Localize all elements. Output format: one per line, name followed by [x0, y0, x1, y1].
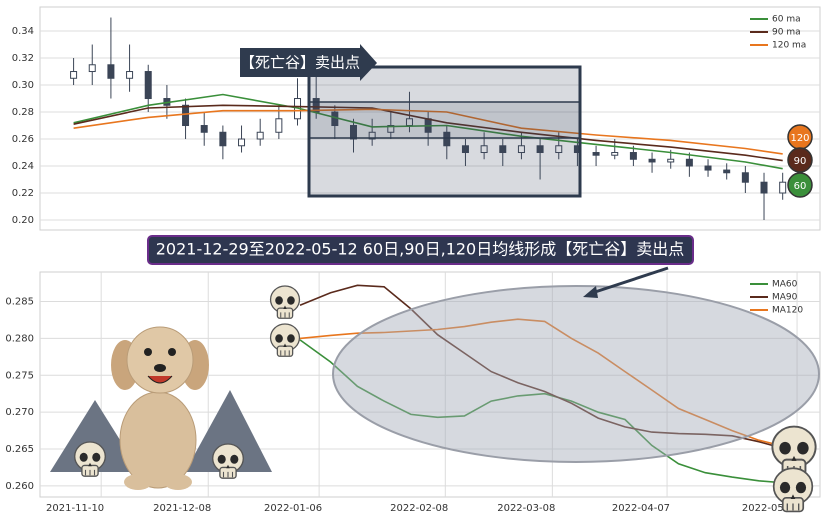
candle-body	[685, 158, 693, 167]
y-tick-label: 0.26	[12, 134, 34, 145]
legend-label: 90 ma	[772, 28, 801, 38]
x-tick-label: 2022-04-07	[612, 503, 670, 514]
candle-body	[200, 125, 208, 133]
candle-body	[144, 71, 152, 100]
y-tick-label: 0.30	[12, 80, 34, 91]
candle-body	[704, 165, 712, 171]
end-badge-label: 90	[794, 156, 807, 167]
candle-body	[555, 145, 563, 154]
candle-body	[275, 118, 283, 133]
candle-body	[70, 71, 78, 79]
candle-body	[107, 64, 115, 79]
mountain	[185, 390, 272, 472]
plot-content	[40, 17, 820, 221]
candle-body	[760, 181, 768, 194]
candle-body	[349, 125, 357, 140]
y-tick-label: 0.20	[12, 215, 34, 226]
end-badge-label: 60	[794, 181, 807, 192]
mountain	[50, 400, 140, 472]
banner-text: 2021-12-29至2022-05-12 60日,90日,120日均线形成【死…	[156, 240, 685, 259]
y-tick-label: 0.24	[12, 161, 34, 172]
x-tick-label: 2022-03-08	[497, 503, 555, 514]
candle-body	[629, 152, 637, 160]
plots: 0.20 0.22 0.24 0.26 0.28 0.30 0.32 0.34 120 90 60 6…	[5, 6, 821, 514]
y-tick-label: 0.285	[5, 297, 34, 308]
candle-body	[741, 172, 749, 183]
legend-label: MA120	[772, 306, 803, 316]
y-tick-label: 0.270	[5, 407, 34, 418]
candle-body	[779, 181, 787, 194]
pointer-line	[591, 266, 669, 295]
end-badge-label: 120	[790, 133, 809, 144]
candle-body	[611, 152, 619, 156]
candle-body	[387, 125, 395, 133]
candle-body	[592, 152, 600, 156]
end-badge	[787, 172, 813, 198]
ma-line	[73, 108, 783, 155]
candle-body	[219, 131, 227, 147]
legend-label: MA60	[772, 280, 798, 290]
y-tick-label: 0.32	[12, 53, 34, 64]
y-tick-label: 0.28	[12, 107, 34, 118]
x-tick-label: 2021-11-10	[46, 503, 104, 514]
candle-body	[126, 71, 134, 79]
valley-ellipse	[332, 285, 820, 463]
ma-line	[73, 93, 783, 170]
candle-body	[256, 131, 264, 140]
zone-band	[308, 101, 581, 139]
candle-body	[480, 145, 488, 154]
legend-label: 60 ma	[772, 15, 801, 25]
callout-text: 【死亡谷】卖出点	[240, 54, 360, 72]
candle-body	[648, 158, 656, 163]
candle-body	[88, 64, 96, 73]
banner-box	[147, 235, 694, 265]
callout-arrow	[240, 44, 377, 81]
x-tick-label: 2021-12-08	[153, 503, 211, 514]
dog	[111, 326, 209, 490]
candle-body	[443, 131, 451, 147]
candle-body	[499, 145, 507, 154]
y-tick-label: 0.34	[12, 26, 34, 37]
candle-body	[723, 169, 731, 174]
x-tick-label: 2022-05-11	[742, 503, 800, 514]
legend-label: 120 ma	[772, 41, 806, 51]
candle-body	[461, 145, 469, 154]
y-tick-label: 0.275	[5, 370, 34, 381]
ma-line	[299, 318, 802, 452]
zone-box	[307, 65, 582, 198]
y-tick-label: 0.265	[5, 444, 34, 455]
x-tick-label: 2022-01-06	[264, 503, 322, 514]
x-tick-label: 2022-02-08	[390, 503, 448, 514]
ma-line	[73, 104, 783, 162]
candle-body	[182, 104, 190, 127]
candle-body	[536, 145, 544, 154]
end-badge	[787, 147, 813, 173]
candle-body	[667, 158, 675, 163]
y-tick-label: 0.22	[12, 188, 34, 199]
decorations: 【死亡谷】卖出点 2021-12-29至2022-05-12 60日,90日,1…	[50, 44, 820, 513]
candle-body	[368, 131, 376, 140]
candle-body	[238, 138, 246, 147]
candle-body	[517, 145, 525, 154]
ma-line	[299, 284, 802, 454]
y-tick-label: 0.280	[5, 333, 34, 344]
y-tick-label: 0.260	[5, 481, 34, 492]
legend-label: MA90	[772, 293, 798, 303]
pointer-head	[583, 286, 598, 298]
